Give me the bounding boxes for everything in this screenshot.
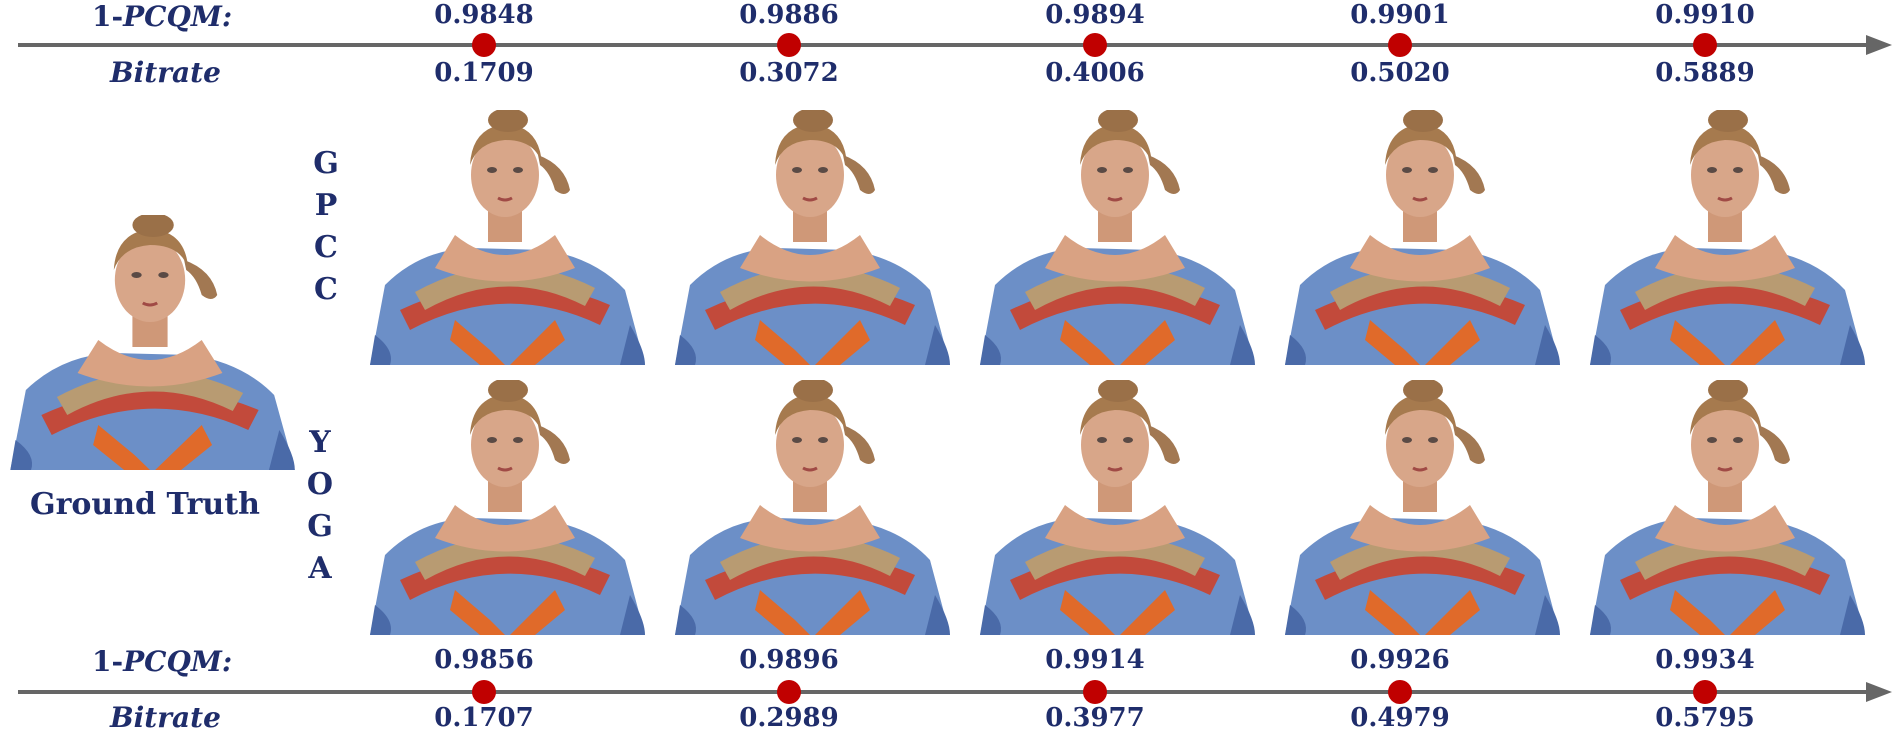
bottom-metric-label: 1-PCQM: bbox=[92, 645, 233, 678]
top-axis-point bbox=[472, 33, 496, 57]
top-axis-point bbox=[777, 33, 801, 57]
bottom-bitrate-value: 0.4979 bbox=[1350, 703, 1450, 733]
top-bitrate-value: 0.5889 bbox=[1655, 58, 1755, 88]
top-axis-point bbox=[1083, 33, 1107, 57]
bottom-bitrate-value: 0.1707 bbox=[434, 703, 534, 733]
ground-truth-render bbox=[8, 215, 297, 472]
bottom-bitrate-value: 0.2989 bbox=[739, 703, 839, 733]
gpcc-render bbox=[368, 110, 647, 367]
bottom-pcqm-value: 0.9896 bbox=[739, 645, 839, 675]
bottom-axis bbox=[0, 671, 1892, 711]
bottom-bitrate-label: Bitrate bbox=[110, 701, 221, 734]
gpcc-render bbox=[1283, 110, 1562, 367]
top-axis-arrow bbox=[1866, 35, 1892, 55]
gpcc-render bbox=[1588, 110, 1867, 367]
top-pcqm-value: 0.9910 bbox=[1655, 0, 1755, 30]
top-axis bbox=[0, 24, 1892, 64]
bottom-axis-point bbox=[1083, 680, 1107, 704]
ground-truth-caption: Ground Truth bbox=[30, 487, 260, 522]
top-bitrate-value: 0.3072 bbox=[739, 58, 839, 88]
top-bitrate-value: 0.5020 bbox=[1350, 58, 1450, 88]
top-pcqm-value: 0.9848 bbox=[434, 0, 534, 30]
top-pcqm-value: 0.9886 bbox=[739, 0, 839, 30]
bottom-axis-point bbox=[472, 680, 496, 704]
top-pcqm-value: 0.9901 bbox=[1350, 0, 1450, 30]
bottom-axis-arrow bbox=[1866, 682, 1892, 702]
bottom-pcqm-value: 0.9856 bbox=[434, 645, 534, 675]
yoga-render bbox=[978, 380, 1257, 637]
bottom-axis-line bbox=[18, 690, 1866, 694]
top-bitrate-value: 0.1709 bbox=[434, 58, 534, 88]
top-axis-line bbox=[18, 43, 1866, 47]
method-label-gpcc: G P C C bbox=[313, 146, 339, 307]
bottom-axis-point bbox=[1388, 680, 1412, 704]
method-label-yoga: Y O G A bbox=[306, 425, 334, 586]
gpcc-render bbox=[673, 110, 952, 367]
top-pcqm-value: 0.9894 bbox=[1045, 0, 1145, 30]
yoga-render bbox=[1588, 380, 1867, 637]
bottom-bitrate-value: 0.3977 bbox=[1045, 703, 1145, 733]
top-bitrate-value: 0.4006 bbox=[1045, 58, 1145, 88]
top-metric-label: 1-PCQM: bbox=[92, 0, 233, 33]
top-bitrate-label: Bitrate bbox=[110, 56, 221, 89]
yoga-render bbox=[1283, 380, 1562, 637]
yoga-render bbox=[673, 380, 952, 637]
top-axis-point bbox=[1693, 33, 1717, 57]
bottom-pcqm-value: 0.9914 bbox=[1045, 645, 1145, 675]
bottom-axis-point bbox=[777, 680, 801, 704]
bottom-bitrate-value: 0.5795 bbox=[1655, 703, 1755, 733]
yoga-render bbox=[368, 380, 647, 637]
top-axis-point bbox=[1388, 33, 1412, 57]
bottom-axis-point bbox=[1693, 680, 1717, 704]
bottom-pcqm-value: 0.9934 bbox=[1655, 645, 1755, 675]
bottom-pcqm-value: 0.9926 bbox=[1350, 645, 1450, 675]
gpcc-render bbox=[978, 110, 1257, 367]
